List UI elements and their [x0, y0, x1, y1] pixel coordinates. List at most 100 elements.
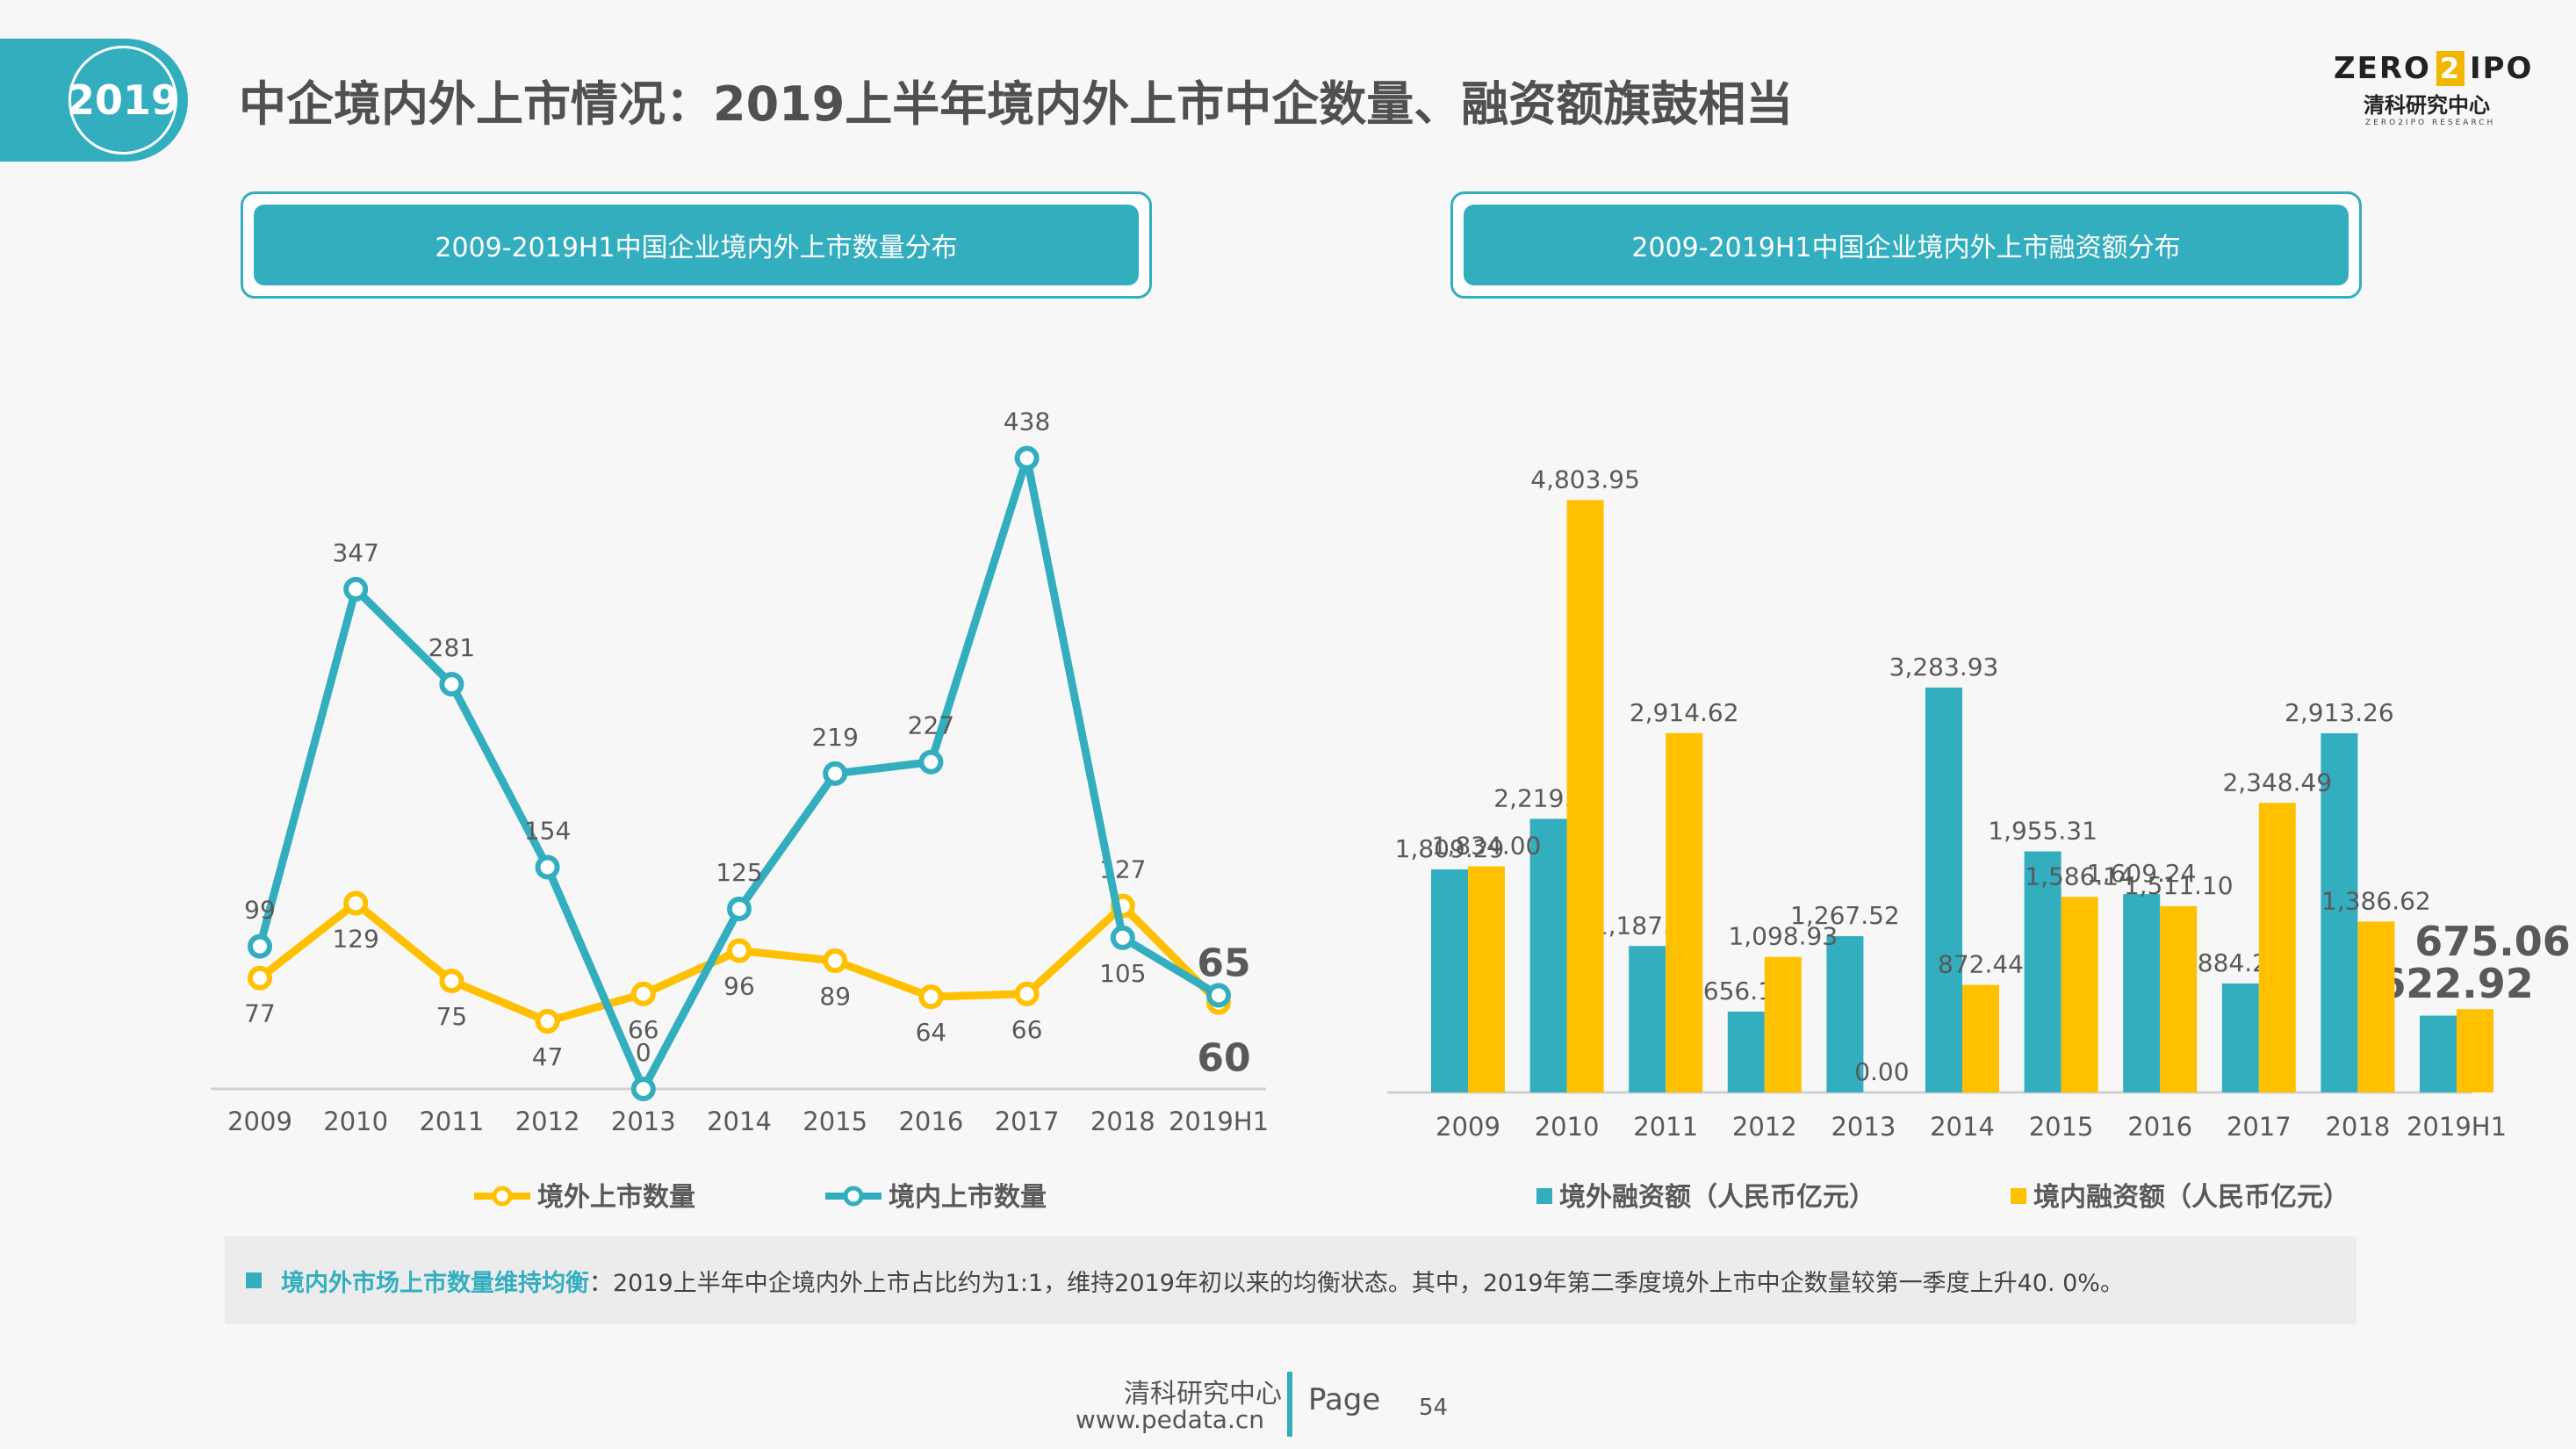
data-label: 1,586.14 — [2025, 861, 2134, 890]
data-point — [727, 938, 752, 963]
data-point — [343, 890, 369, 916]
data-label: 438 — [1004, 407, 1050, 436]
legend-swatch — [2011, 1188, 2026, 1204]
data-label: 96 — [723, 972, 755, 1001]
x-tick-label: 2009 — [1436, 1112, 1500, 1142]
data-point — [630, 981, 656, 1006]
data-label: 75 — [436, 1002, 468, 1031]
bar-domestic — [1962, 984, 1999, 1092]
note-highlight: 境内外市场上市数量维持均衡 — [281, 1269, 589, 1297]
financing-bar-chart: 2009 2010 2011 2012 2013 2014 2015 2016 2017 2018… — [1387, 465, 2571, 1213]
x-tick-label: 2009 — [227, 1107, 292, 1136]
zero2ipo-logo: ZERO 2 IPO 清科研究中心 ZERO2IPO RESEARCH — [2334, 51, 2536, 135]
x-tick-label: 2011 — [419, 1107, 484, 1136]
footer-url[interactable]: www.pedata.cn — [1075, 1405, 1264, 1434]
data-label: 64 — [916, 1018, 947, 1047]
bar-domestic — [1764, 956, 1802, 1092]
data-label: 65 — [1197, 941, 1250, 985]
x-tick-label: 2016 — [2127, 1112, 2192, 1142]
data-point — [343, 576, 369, 602]
x-tick-label: 2016 — [898, 1107, 963, 1136]
bar-overseas — [1629, 946, 1666, 1092]
x-tick-label: 2012 — [515, 1107, 580, 1136]
data-label: 1,834.00 — [1432, 832, 1542, 861]
data-label: 227 — [908, 711, 954, 740]
legend-label: 境外上市数量 — [537, 1182, 695, 1213]
legend-label: 境内上市数量 — [889, 1182, 1047, 1213]
data-label: 675.06 — [2414, 918, 2571, 965]
data-point — [248, 934, 272, 959]
data-point — [823, 948, 848, 974]
x-tick-label: 2010 — [323, 1107, 388, 1136]
bar-overseas — [1826, 936, 1864, 1092]
footer-divider — [1287, 1372, 1292, 1437]
listing-count-line-chart: 2009 2010 2011 2012 2013 2014 2015 2016 2017 2018… — [211, 407, 1269, 1213]
x-tick-label: 2014 — [707, 1107, 772, 1136]
data-label: 1,511.10 — [2124, 871, 2234, 900]
data-label: 47 — [532, 1042, 564, 1071]
data-label: 1,609.24 — [2087, 859, 2197, 888]
legend-label: 境外融资额（人民币亿元） — [1559, 1182, 1875, 1213]
x-tick-label: 2013 — [1831, 1112, 1896, 1142]
left-chart-header-title: 2009-2019H1中国企业境内外上市数量分布 — [254, 205, 1139, 285]
data-point — [918, 749, 944, 775]
bar-overseas — [2321, 732, 2358, 1092]
x-tick-label: 2019H1 — [1169, 1107, 1269, 1136]
bar-overseas — [2123, 894, 2161, 1092]
data-point — [1110, 925, 1135, 950]
legend-swatch-marker — [843, 1186, 864, 1207]
data-label: 347 — [332, 538, 378, 567]
data-point — [1206, 983, 1231, 1008]
year-badge: 2019 — [67, 46, 179, 155]
data-label: 1,809.29 — [1395, 834, 1505, 863]
bar-domestic — [1566, 500, 1604, 1092]
bar-domestic — [2061, 897, 2098, 1092]
data-point — [248, 965, 272, 991]
data-label: 622.92 — [2378, 960, 2534, 1007]
footer-org: 清科研究中心 — [1124, 1379, 1282, 1409]
data-label: 77 — [244, 999, 276, 1028]
bar-domestic — [1468, 866, 1505, 1092]
data-point — [630, 1077, 656, 1101]
data-label: 99 — [244, 896, 276, 925]
data-label: 3,283.93 — [1889, 652, 1999, 681]
bar-overseas — [2420, 1015, 2457, 1092]
x-tick-label: 2013 — [611, 1107, 676, 1136]
bar-domestic — [2457, 1009, 2493, 1092]
logo-text-left: ZERO — [2334, 51, 2431, 86]
footer-page-number: 54 — [1419, 1395, 1449, 1421]
legend-label: 境内融资额（人民币亿元） — [2033, 1182, 2349, 1213]
data-point — [1014, 981, 1040, 1006]
data-label: 1,267.52 — [1790, 901, 1900, 930]
x-tick-label: 2010 — [1535, 1112, 1600, 1142]
data-point — [918, 984, 944, 1010]
data-point — [1014, 445, 1040, 471]
data-point — [535, 1008, 560, 1034]
data-label: 105 — [1099, 959, 1146, 988]
data-label: 1,955.31 — [1988, 816, 2097, 845]
data-point — [727, 897, 752, 921]
logo-text-en: ZERO2IPO RESEARCH — [2365, 119, 2496, 127]
data-label: 2,913.26 — [2285, 698, 2394, 727]
logo-text-mid: 2 — [2436, 51, 2464, 86]
data-label: 4,803.95 — [1530, 465, 1640, 494]
data-point — [823, 761, 848, 786]
data-label: 0.00 — [1854, 1057, 1909, 1086]
data-label: 872.44 — [1938, 950, 2024, 979]
bar-overseas — [1431, 869, 1468, 1092]
data-label: 125 — [716, 858, 762, 887]
x-tick-label: 2012 — [1732, 1112, 1797, 1142]
data-label: 89 — [819, 982, 851, 1011]
legend-swatch — [1536, 1188, 1552, 1204]
bar-overseas — [1529, 818, 1567, 1092]
left-chart-header: 2009-2019H1中国企业境内外上市数量分布 — [241, 191, 1152, 299]
x-tick-label: 2017 — [995, 1107, 1060, 1136]
x-tick-label: 2019H1 — [2407, 1112, 2507, 1142]
x-tick-label: 2018 — [1090, 1107, 1155, 1136]
data-label: 281 — [428, 633, 475, 662]
bar-overseas — [1925, 687, 1962, 1092]
data-label: 1,098.93 — [1728, 922, 1838, 951]
summary-note: 境内外市场上市数量维持均衡 ：2019上半年中企境内外上市占比约为1:1，维持2… — [225, 1236, 2357, 1324]
note-text: ：2019上半年中企境内外上市占比约为1:1，维持2019年初以来的均衡状态。其… — [589, 1269, 2124, 1297]
footer-page-label: Page — [1308, 1382, 1381, 1417]
